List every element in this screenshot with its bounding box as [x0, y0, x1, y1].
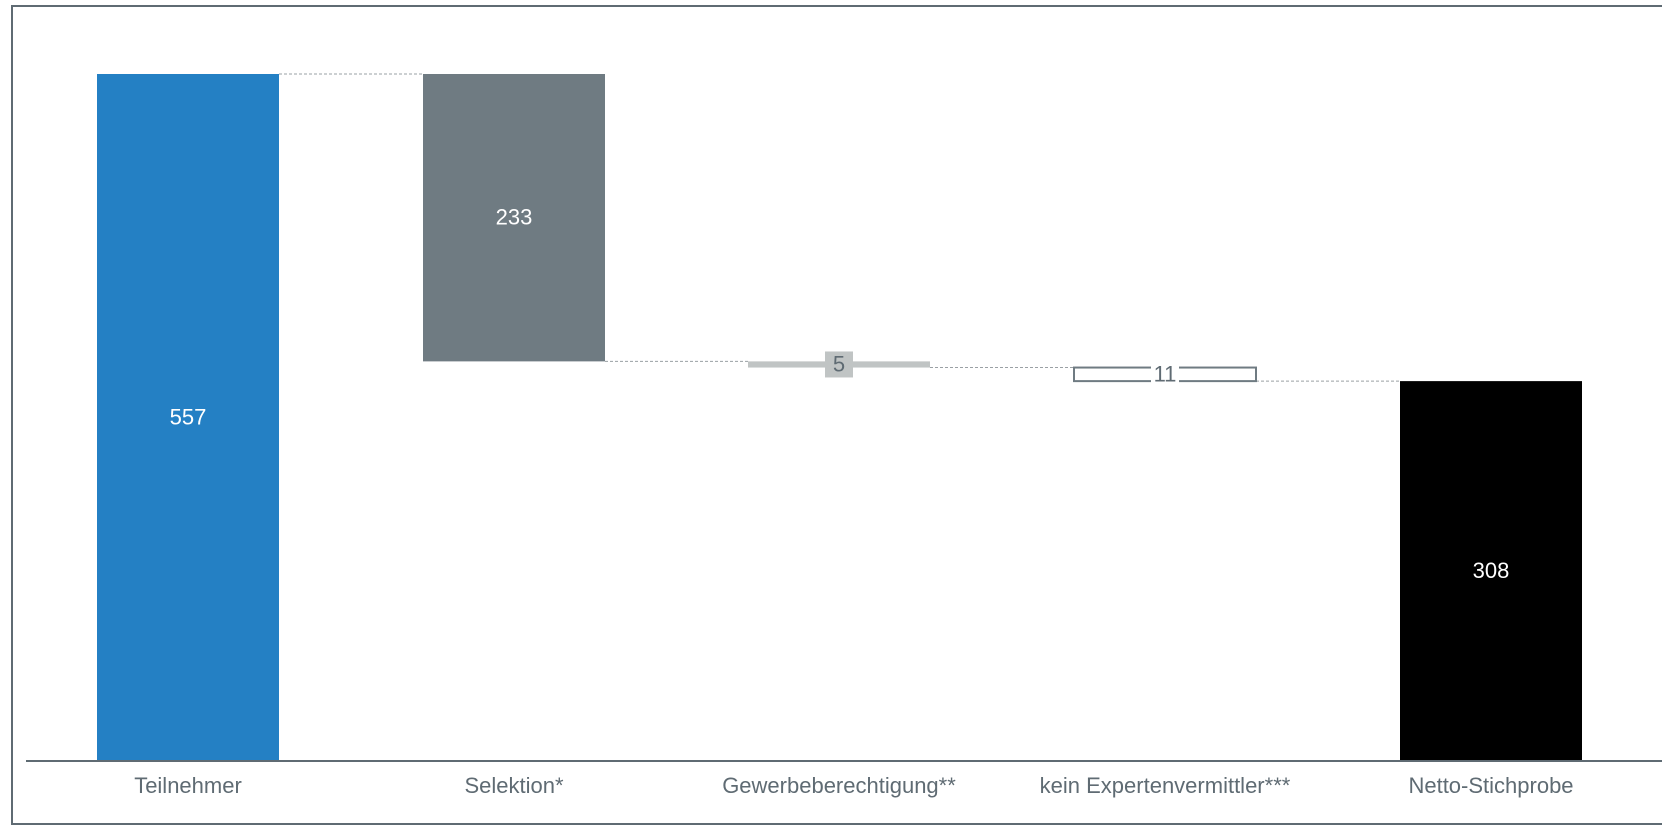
value-label: 5: [833, 351, 845, 376]
value-label: 233: [496, 205, 533, 230]
value-label-box: [1151, 361, 1179, 388]
value-label: 11: [1154, 361, 1177, 386]
value-label-box: [825, 351, 853, 378]
x-tick-label: kein Expertenvermittler***: [1040, 773, 1291, 798]
x-tick-label: Selektion*: [464, 773, 564, 798]
bar-netto-stichprobe: [1400, 381, 1582, 761]
value-label: 308: [1473, 558, 1510, 583]
x-tick-label: Netto-Stichprobe: [1408, 773, 1573, 798]
waterfall-chart: 557 233 5 11 308 Teilnehmer Selektion* Gewerbeb…: [26, 73, 1662, 798]
bar-selektion: [423, 74, 605, 362]
bar-teilnehmer: [97, 74, 279, 761]
x-tick-label: Gewerbeberechtigung**: [722, 773, 956, 798]
value-label: 557: [170, 405, 207, 430]
x-tick-label: Teilnehmer: [134, 773, 242, 798]
